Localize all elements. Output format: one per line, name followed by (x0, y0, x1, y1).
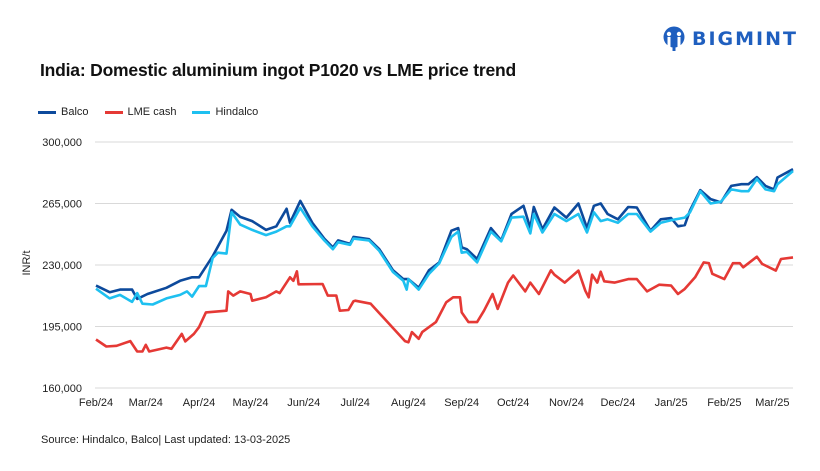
legend-swatch-hindalco (192, 110, 211, 114)
bigmint-logo: BIGMINT (662, 26, 798, 52)
source-note: Source: Hindalco, Balco| Last updated: 1… (41, 434, 291, 446)
chart-title: India: Domestic aluminium ingot P1020 vs… (40, 60, 516, 80)
x-tick-label: Mar/25 (755, 397, 789, 409)
y-tick-label: 300,000 (42, 137, 82, 149)
x-tick-label: Apr/24 (183, 397, 215, 409)
x-tick-label: Sep/24 (444, 397, 479, 409)
x-tick-label: Dec/24 (600, 397, 635, 409)
legend-item-lme-cash: LME cash (104, 106, 177, 118)
series-line-balco (95, 168, 794, 301)
y-tick-label: 160,000 (42, 383, 82, 395)
series-line-hindalco (95, 170, 794, 306)
legend-swatch-balco (38, 110, 56, 114)
y-tick-label: 265,000 (42, 199, 82, 211)
legend-label-lme-cash: LME cash (127, 106, 177, 118)
series-lines (95, 168, 794, 353)
bigmint-logo-text: BIGMINT (692, 28, 798, 50)
y-tick-label: 230,000 (42, 260, 82, 272)
x-tick-label: May/24 (232, 397, 268, 409)
series-line-lme-cash (95, 255, 794, 353)
x-tick-label: Feb/25 (707, 397, 741, 409)
legend-label-hindalco: Hindalco (215, 106, 259, 118)
legend-swatch-lme-cash (104, 110, 123, 114)
legend-label-balco: Balco (61, 106, 89, 118)
x-tick-label: Feb/24 (79, 397, 113, 409)
legend-item-hindalco: Hindalco (192, 106, 258, 118)
x-tick-label: Mar/24 (129, 397, 163, 409)
y-tick-label: 195,000 (42, 322, 82, 334)
gridlines (95, 141, 793, 389)
bigmint-logo-icon (663, 26, 685, 51)
x-tick-label: Nov/24 (549, 397, 584, 409)
x-tick-label: Jun/24 (287, 397, 320, 409)
y-axis-ticks: 300,000 265,000 230,000 195,000 160,000 (42, 137, 82, 395)
x-tick-label: Oct/24 (497, 397, 529, 409)
y-axis-label: INR/t (21, 250, 33, 275)
x-tick-label: Jan/25 (655, 397, 688, 409)
x-tick-label: Jul/24 (341, 397, 370, 409)
x-tick-label: Aug/24 (391, 397, 426, 409)
legend-item-balco: Balco (38, 106, 89, 118)
chart-legend: Balco LME cash Hindalco (38, 106, 258, 118)
x-axis-ticks: Feb/24 Mar/24 Apr/24 May/24 Jun/24 Jul/24 Aug/… (79, 397, 790, 409)
